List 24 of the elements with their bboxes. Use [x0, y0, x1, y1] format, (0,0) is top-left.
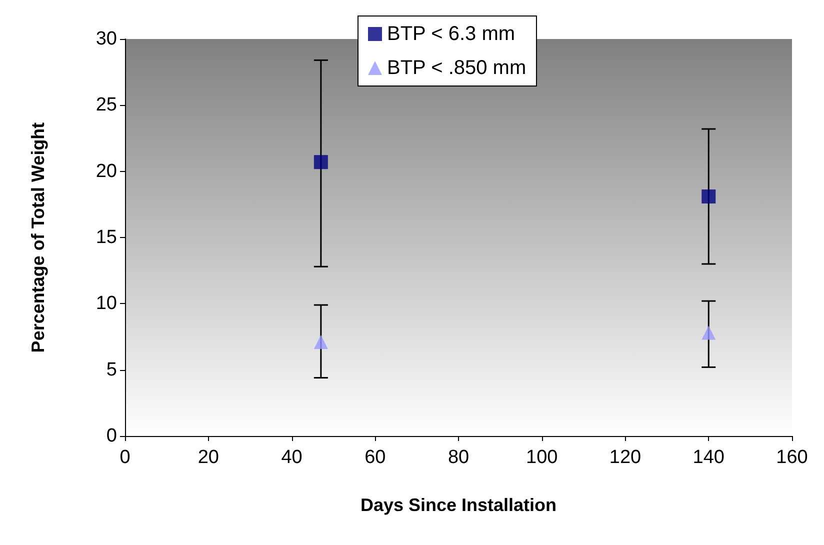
y-tick-label: 0 — [106, 426, 117, 446]
x-tick-label: 40 — [281, 447, 302, 468]
y-axis-title: Percentage of Total Weight — [28, 122, 48, 353]
x-tick-label: 120 — [609, 447, 642, 468]
legend-label: BTP < 6.3 mm — [387, 23, 516, 45]
y-tick-label: 15 — [96, 227, 117, 248]
y-tick-label: 10 — [96, 293, 117, 314]
point — [702, 326, 716, 340]
point — [314, 335, 328, 350]
y-tick-label: 5 — [106, 359, 117, 380]
x-axis-title: Days Since Installation — [360, 495, 557, 515]
x-tick-label: 0 — [120, 447, 130, 468]
x-tick-label: 100 — [526, 447, 558, 468]
x-tick-label: 140 — [692, 447, 724, 468]
x-tick-label: 160 — [776, 447, 808, 468]
x-tick-label: 60 — [364, 447, 386, 468]
y-tick-label: 30 — [96, 28, 117, 50]
legend-label: BTP < .850 mm — [387, 57, 526, 79]
y-tick-label: 25 — [96, 94, 117, 116]
point — [702, 189, 716, 204]
point — [314, 155, 328, 170]
x-tick-label: 80 — [448, 447, 470, 468]
x-tick-label: 20 — [198, 447, 219, 468]
y-tick-label: 20 — [96, 160, 117, 182]
